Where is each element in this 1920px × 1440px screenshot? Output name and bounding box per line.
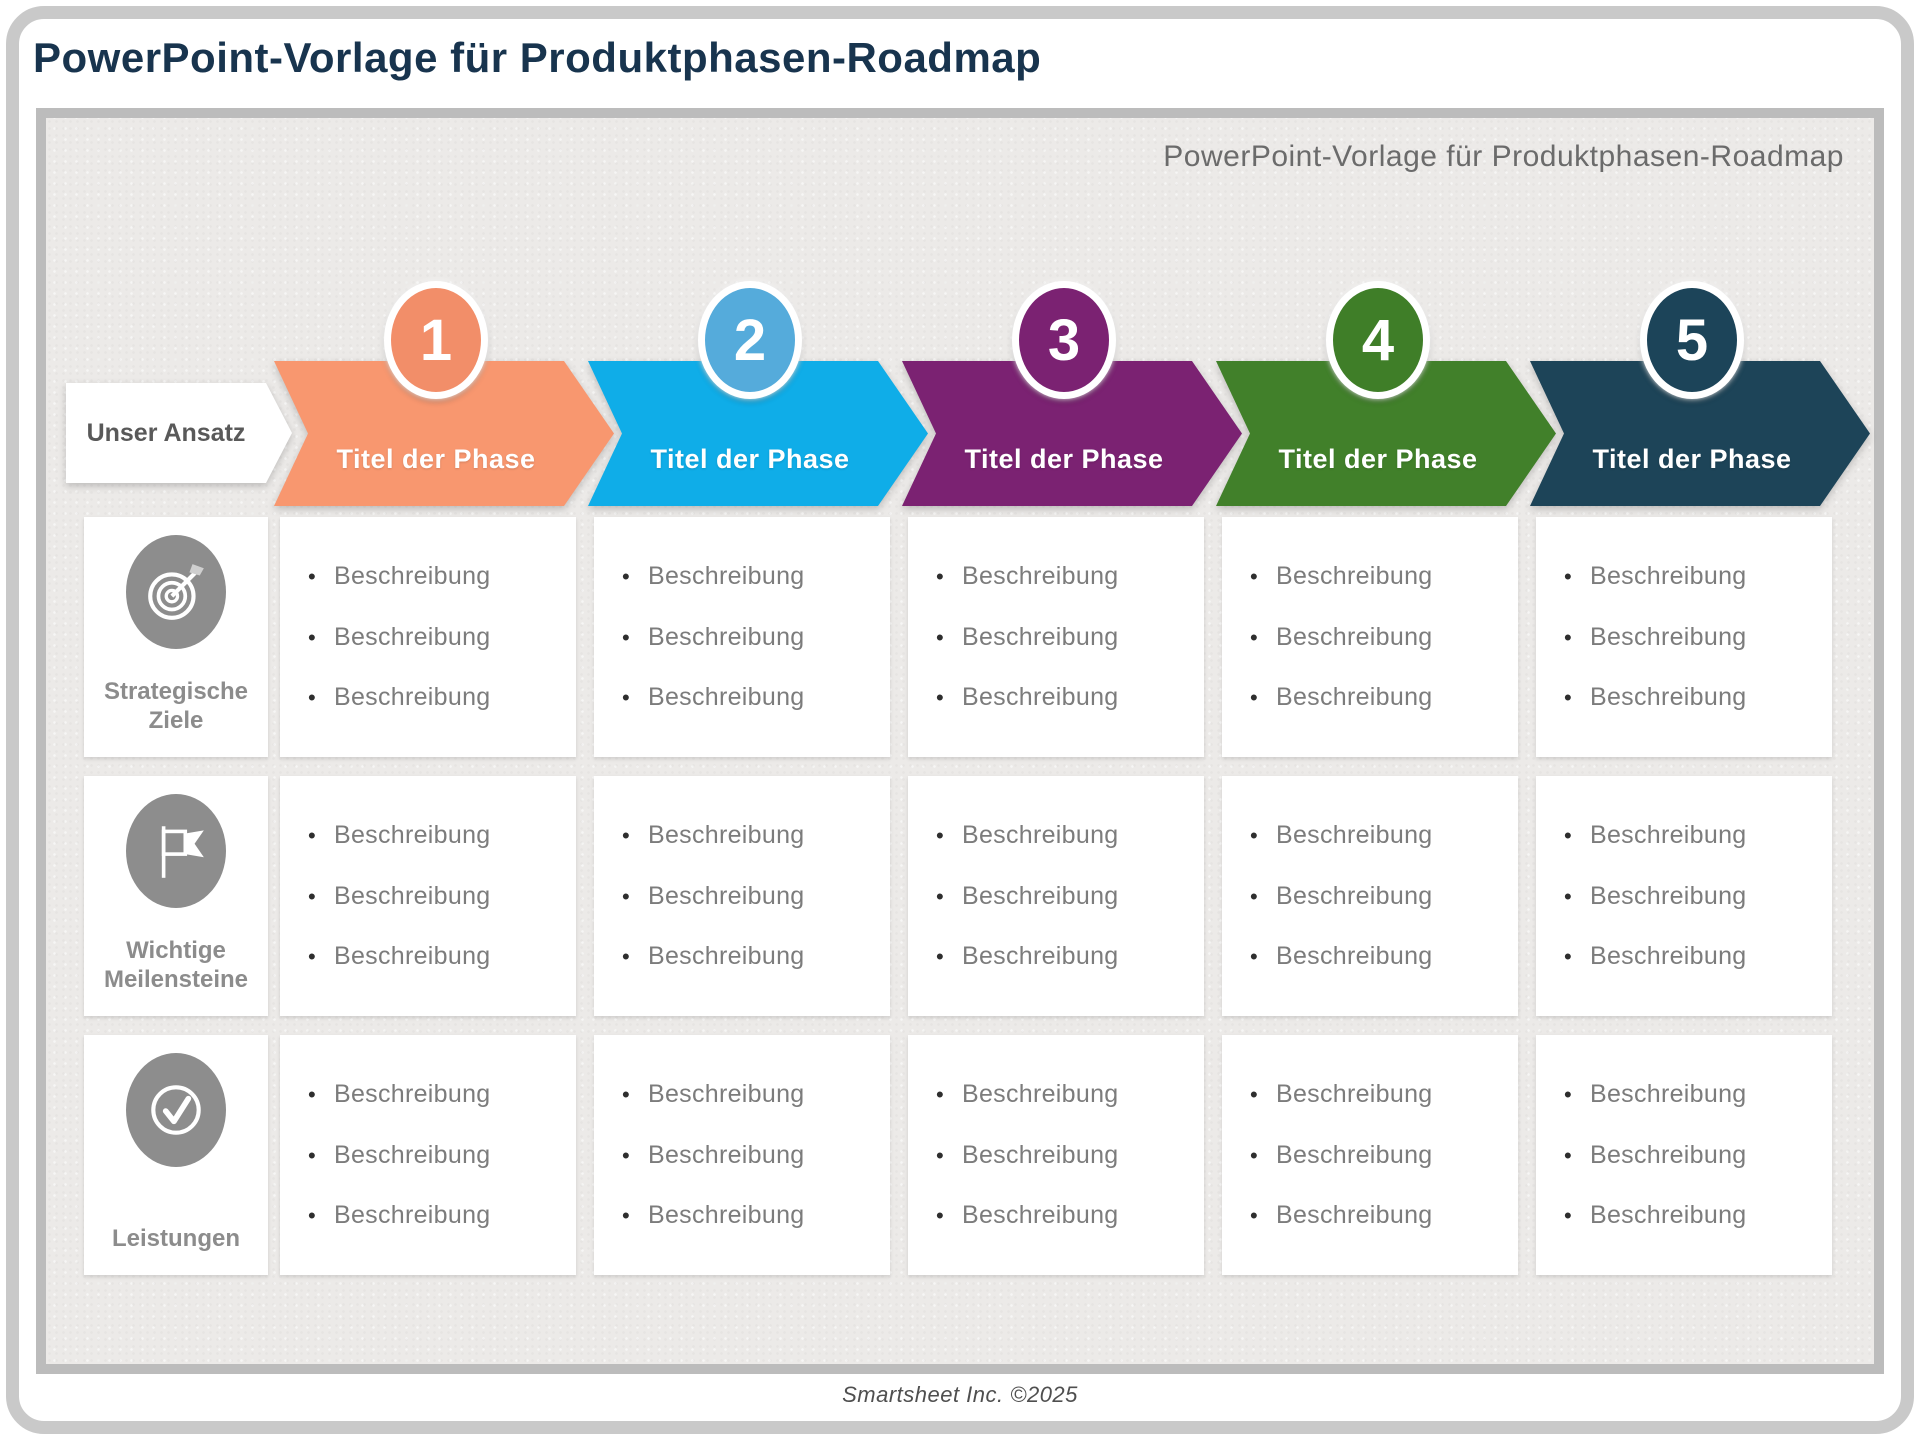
phase-number-badge-2: 2 [698, 281, 802, 399]
phase-number-4: 4 [1361, 307, 1395, 373]
phase-arrow-wrap-3: Titel der Phase [902, 361, 1242, 506]
bullet-item: Beschreibung [308, 683, 566, 712]
bullet-item: Beschreibung [622, 1141, 880, 1170]
bullet-item: Beschreibung [1250, 562, 1508, 591]
description-cell: Beschreibung Beschreibung Beschreibung [1222, 517, 1518, 757]
phase-arrow-wrap-4: Titel der Phase [1216, 361, 1556, 506]
bullet-item: Beschreibung [308, 623, 566, 652]
description-cell: Beschreibung Beschreibung Beschreibung [1222, 776, 1518, 1016]
bullet-item: Beschreibung [936, 821, 1194, 850]
bullet-item: Beschreibung [1564, 1141, 1822, 1170]
bullet-item: Beschreibung [622, 882, 880, 911]
row-label-text: Strategische Ziele [103, 678, 249, 734]
bullet-item: Beschreibung [936, 562, 1194, 591]
description-cell: Beschreibung Beschreibung Beschreibung [280, 517, 576, 757]
approach-chevron-wrap: Unser Ansatz [66, 383, 292, 483]
bullet-item: Beschreibung [1564, 821, 1822, 850]
bullet-item: Beschreibung [1250, 683, 1508, 712]
bullet-item: Beschreibung [1250, 882, 1508, 911]
phase-arrow-5: Titel der Phase [1530, 361, 1870, 506]
row-label-text: Leistungen [111, 1224, 240, 1252]
bullet-item: Beschreibung [1250, 821, 1508, 850]
approach-label: Unser Ansatz [86, 418, 246, 447]
bullet-item: Beschreibung [1564, 623, 1822, 652]
bullet-item: Beschreibung [308, 942, 566, 971]
footer-credit: Smartsheet Inc. ©2025 [842, 1382, 1078, 1407]
bullet-item: Beschreibung [1564, 882, 1822, 911]
phase-number-3: 3 [1047, 307, 1081, 373]
bullet-item: Beschreibung [1250, 1080, 1508, 1109]
phase-number-5: 5 [1675, 307, 1709, 373]
bullet-item: Beschreibung [1564, 1080, 1822, 1109]
phase-arrow-wrap-5: Titel der Phase [1530, 361, 1870, 506]
target-icon [126, 535, 226, 649]
phase-number-badge-1: 1 [384, 281, 488, 399]
bullet-item: Beschreibung [1564, 562, 1822, 591]
bullet-item: Beschreibung [936, 623, 1194, 652]
bullet-item: Beschreibung [1564, 942, 1822, 971]
phase-number-1: 1 [419, 307, 453, 373]
bullet-item: Beschreibung [936, 1141, 1194, 1170]
phase-number-badge-5: 5 [1640, 281, 1744, 399]
bullet-item: Beschreibung [936, 1201, 1194, 1230]
phase-arrow-4: Titel der Phase [1216, 361, 1556, 506]
bullet-item: Beschreibung [622, 562, 880, 591]
phase-number-2: 2 [733, 307, 767, 373]
description-cell: Beschreibung Beschreibung Beschreibung [1536, 1035, 1832, 1275]
bullet-item: Beschreibung [622, 942, 880, 971]
bullet-item: Beschreibung [1250, 1201, 1508, 1230]
description-cell: Beschreibung Beschreibung Beschreibung [908, 517, 1204, 757]
row-label-wichtige-meilensteine: Wichtige Meilensteine [84, 776, 268, 1016]
bullet-item: Beschreibung [308, 1080, 566, 1109]
phase-number-badge-3: 3 [1012, 281, 1116, 399]
bullet-item: Beschreibung [308, 1141, 566, 1170]
bullet-item: Beschreibung [1250, 1141, 1508, 1170]
bullet-item: Beschreibung [1250, 623, 1508, 652]
bullet-item: Beschreibung [622, 623, 880, 652]
row-label-text: Wichtige Meilensteine [103, 937, 249, 993]
description-cell: Beschreibung Beschreibung Beschreibung [280, 776, 576, 1016]
bullet-item: Beschreibung [1250, 942, 1508, 971]
description-cell: Beschreibung Beschreibung Beschreibung [1536, 517, 1832, 757]
check-icon [126, 1053, 226, 1167]
description-cell: Beschreibung Beschreibung Beschreibung [908, 776, 1204, 1016]
bullet-item: Beschreibung [936, 683, 1194, 712]
bullet-item: Beschreibung [622, 1080, 880, 1109]
phase-number-badge-4: 4 [1326, 281, 1430, 399]
bullet-item: Beschreibung [936, 942, 1194, 971]
description-cell: Beschreibung Beschreibung Beschreibung [594, 1035, 890, 1275]
bullet-item: Beschreibung [1564, 1201, 1822, 1230]
page-title: PowerPoint-Vorlage für Produktphasen-Roa… [33, 34, 1042, 81]
phase-title-2: Titel der Phase [650, 444, 850, 474]
description-cell: Beschreibung Beschreibung Beschreibung [280, 1035, 576, 1275]
slide-canvas: PowerPoint-Vorlage für Produktphasen-Roa… [36, 108, 1884, 1374]
slide-title: PowerPoint-Vorlage für Produktphasen-Roa… [1163, 140, 1844, 173]
phase-title-1: Titel der Phase [336, 444, 536, 474]
bullet-item: Beschreibung [308, 882, 566, 911]
phase-title-4: Titel der Phase [1278, 444, 1478, 474]
bullet-item: Beschreibung [308, 1201, 566, 1230]
bullet-item: Beschreibung [308, 562, 566, 591]
phase-title-5: Titel der Phase [1592, 444, 1792, 474]
bullet-item: Beschreibung [936, 882, 1194, 911]
description-cell: Beschreibung Beschreibung Beschreibung [594, 776, 890, 1016]
description-cell: Beschreibung Beschreibung Beschreibung [1222, 1035, 1518, 1275]
bullet-item: Beschreibung [622, 821, 880, 850]
phase-title-3: Titel der Phase [964, 444, 1164, 474]
description-cell: Beschreibung Beschreibung Beschreibung [594, 517, 890, 757]
approach-label-chevron: Unser Ansatz [66, 383, 292, 483]
bullet-item: Beschreibung [936, 1080, 1194, 1109]
description-cell: Beschreibung Beschreibung Beschreibung [908, 1035, 1204, 1275]
bullet-item: Beschreibung [1564, 683, 1822, 712]
flag-icon [126, 794, 226, 908]
row-label-strategische-ziele: Strategische Ziele [84, 517, 268, 757]
description-cell: Beschreibung Beschreibung Beschreibung [1536, 776, 1832, 1016]
bullet-item: Beschreibung [622, 683, 880, 712]
row-label-leistungen: Leistungen [84, 1035, 268, 1275]
bullet-item: Beschreibung [308, 821, 566, 850]
phase-arrow-3: Titel der Phase [902, 361, 1242, 506]
bullet-item: Beschreibung [622, 1201, 880, 1230]
